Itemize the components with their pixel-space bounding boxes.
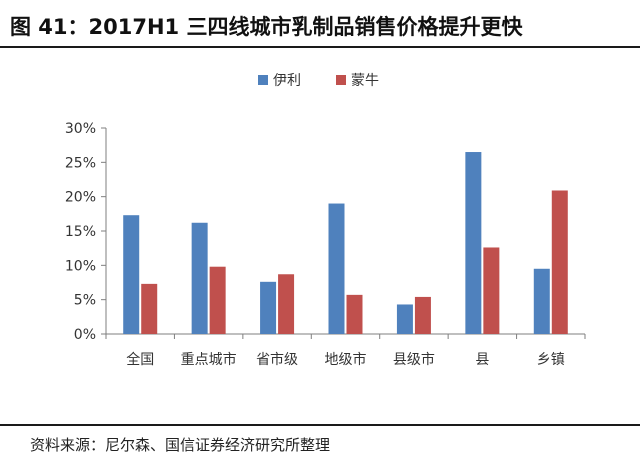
y-tick-label: 25% xyxy=(65,155,96,171)
bar-2-4 xyxy=(346,294,363,334)
bar-marks xyxy=(123,152,568,334)
y-tick-label: 0% xyxy=(74,327,96,343)
y-tick-label: 20% xyxy=(65,190,96,206)
y-tick-label: 5% xyxy=(74,293,96,309)
x-tick-label: 全国 xyxy=(126,351,154,368)
y-axis: 0% 5% 10% 15% 20% 25% 30% xyxy=(65,121,107,343)
bar-1-3 xyxy=(260,281,277,334)
x-tick-label: 重点城市 xyxy=(181,351,237,368)
legend-swatch xyxy=(336,75,346,85)
bar-2-6 xyxy=(483,247,500,334)
x-tick-label: 县 xyxy=(475,352,489,368)
bar-1-5 xyxy=(396,304,413,334)
bar-chart: 伊利 蒙牛 0% 5% 10% 15% 20% 25% 30% 全国 重点城市 省市级 地级市 县级市… xyxy=(65,73,586,368)
bar-1-2 xyxy=(191,222,208,334)
bar-2-1 xyxy=(141,283,158,334)
legend-label: 伊利 xyxy=(273,73,301,89)
bar-1-7 xyxy=(533,268,550,334)
source-note: 资料来源：尼尔森、国信证券经济研究所整理 xyxy=(30,436,331,454)
bar-1-6 xyxy=(465,152,482,334)
bar-2-5 xyxy=(414,296,431,334)
bar-2-2 xyxy=(209,266,226,334)
legend-swatch xyxy=(258,75,268,85)
y-tick-label: 10% xyxy=(65,258,96,274)
source-bar: 资料来源：尼尔森、国信证券经济研究所整理 xyxy=(0,424,640,462)
chart-legend: 伊利 蒙牛 xyxy=(258,73,379,89)
legend-label: 蒙牛 xyxy=(351,73,379,89)
figure-title: 图 41：2017H1 三四线城市乳制品销售价格提升更快 xyxy=(10,15,523,39)
bar-1-1 xyxy=(123,215,140,334)
x-tick-label: 省市级 xyxy=(256,351,298,368)
x-tick-label: 县级市 xyxy=(393,351,435,368)
y-tick-label: 15% xyxy=(65,224,96,240)
bar-2-7 xyxy=(551,190,568,334)
x-tick-label: 乡镇 xyxy=(537,352,565,368)
title-bar: 图 41：2017H1 三四线城市乳制品销售价格提升更快 xyxy=(0,0,640,48)
y-tick-label: 30% xyxy=(65,121,96,137)
bar-2-3 xyxy=(278,274,295,334)
x-tick-label: 地级市 xyxy=(325,351,367,368)
bar-1-4 xyxy=(328,203,345,334)
x-axis: 全国 重点城市 省市级 地级市 县级市 县 乡镇 xyxy=(105,333,586,368)
